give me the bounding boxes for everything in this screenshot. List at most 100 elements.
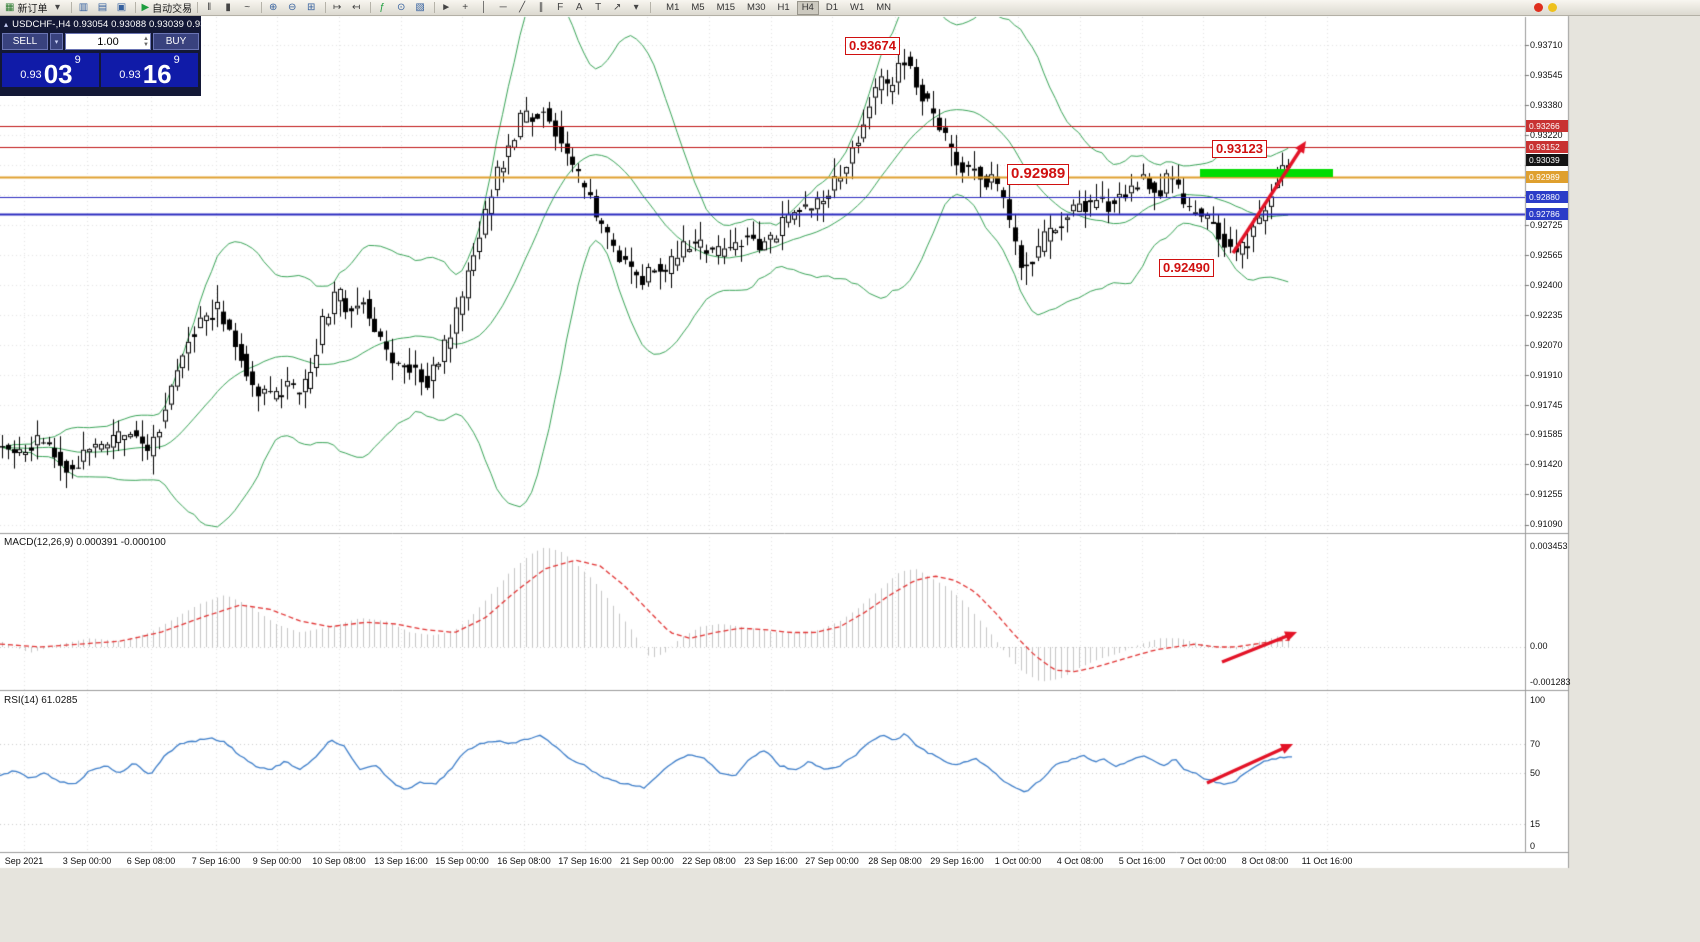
toolbar-button[interactable]: ▾ bbox=[628, 1, 647, 15]
sell-price-box[interactable]: 0.93 03 9 bbox=[2, 53, 99, 87]
toolbar-button[interactable]: ▾ bbox=[49, 1, 68, 15]
toolbar-buttons: ▦ 新订单 ▾ ▥ ▤ bbox=[3, 0, 654, 16]
toolbar-button[interactable]: ∥ bbox=[533, 1, 552, 15]
volume-dropdown-icon[interactable]: ▾ bbox=[50, 33, 63, 50]
one-click-trading-panel: ▴ USDCHF-,H4 0.93054 0.93088 0.93039 0.9… bbox=[0, 16, 222, 96]
toolbar-button[interactable]: ~ bbox=[239, 1, 258, 15]
toolbar: ▦ 新订单 ▾ ▥ ▤ bbox=[0, 0, 1700, 16]
toolbar-button-icon: ↤ bbox=[351, 1, 361, 13]
toolbar-button[interactable]: F bbox=[552, 1, 571, 15]
toolbar-button[interactable]: ƒ bbox=[374, 1, 393, 15]
timeframe-button[interactable]: H4 bbox=[796, 0, 819, 15]
toolbar-button[interactable] bbox=[71, 2, 73, 13]
toolbar-button-icon: F bbox=[557, 1, 564, 13]
toolbar-button-icon: ƒ bbox=[379, 1, 385, 13]
toolbar-button[interactable] bbox=[325, 2, 327, 13]
buy-price-box[interactable]: 0.93 16 9 bbox=[101, 53, 198, 87]
toolbar-button[interactable]: ↤ bbox=[348, 1, 367, 15]
toolbar-button[interactable]: ─ bbox=[495, 1, 514, 15]
toolbar-button-icon: ⊙ bbox=[396, 1, 406, 13]
toolbar-button-icon: │ bbox=[481, 1, 488, 13]
timeframe-bar: M1 M5 M15 M30 H1 H4 D1 W1 MN bbox=[660, 0, 897, 15]
timeframe-button[interactable]: M30 bbox=[742, 1, 770, 15]
toolbar-button[interactable]: A bbox=[571, 1, 590, 15]
buy-button[interactable]: BUY bbox=[153, 33, 199, 50]
toolbar-button-icon: ⊕ bbox=[268, 1, 278, 13]
toolbar-button[interactable] bbox=[650, 2, 652, 13]
toolbar-button[interactable] bbox=[197, 2, 199, 13]
timeframe-button[interactable]: D1 bbox=[821, 1, 843, 15]
buy-price-prefix: 0.93 bbox=[119, 69, 141, 81]
chart-ohlc-text: USDCHF-,H4 0.93054 0.93088 0.93039 0.930… bbox=[12, 19, 222, 30]
toolbar-button[interactable] bbox=[135, 2, 137, 13]
toolbar-button[interactable]: ► bbox=[438, 1, 457, 15]
toolbar-button-icon: ‖ bbox=[207, 1, 212, 13]
toolbar-button[interactable]: ⊕ bbox=[265, 1, 284, 15]
toolbar-button-icon: ▮ bbox=[225, 1, 231, 13]
toolbar-button[interactable]: ▤ bbox=[94, 1, 113, 15]
toolbar-button-icon: ∥ bbox=[538, 1, 544, 13]
timeframe-button[interactable]: MN bbox=[871, 1, 896, 15]
collapse-arrow-icon[interactable]: ▴ bbox=[4, 20, 9, 29]
toolbar-button[interactable]: ↦ bbox=[329, 1, 348, 15]
toolbar-status bbox=[1529, 3, 1557, 12]
toolbar-button[interactable]: T bbox=[590, 1, 609, 15]
toolbar-button-icon: ↗ bbox=[612, 1, 622, 13]
toolbar-button[interactable]: ▶ 自动交易 bbox=[139, 1, 194, 15]
timeframe-button[interactable]: W1 bbox=[845, 1, 869, 15]
toolbar-button[interactable]: ▥ bbox=[75, 1, 94, 15]
toolbar-button[interactable]: ⊙ bbox=[393, 1, 412, 15]
toolbar-button-icon: ▧ bbox=[415, 1, 425, 13]
toolbar-button[interactable]: ‖ bbox=[201, 1, 220, 15]
timeframe-button[interactable]: H1 bbox=[773, 1, 795, 15]
toolbar-button[interactable] bbox=[370, 2, 372, 13]
toolbar-button[interactable]: ⊖ bbox=[284, 1, 303, 15]
toolbar-button-icon: ▣ bbox=[116, 1, 127, 13]
toolbar-button-icon: ─ bbox=[499, 1, 507, 13]
toolbar-button-icon: ⊞ bbox=[306, 1, 316, 13]
sell-button[interactable]: SELL bbox=[2, 33, 48, 50]
toolbar-button-icon: ▾ bbox=[633, 1, 639, 13]
buy-price-sup: 9 bbox=[173, 54, 180, 66]
volume-value: 1.00 bbox=[97, 35, 119, 48]
toolbar-button-label: 新订单 bbox=[17, 4, 48, 15]
toolbar-button-icon: ↦ bbox=[332, 1, 342, 13]
toolbar-button[interactable]: ╱ bbox=[514, 1, 533, 15]
timeframe-button[interactable]: M1 bbox=[661, 1, 684, 15]
toolbar-button[interactable]: ▦ 新订单 bbox=[3, 1, 49, 15]
toolbar-button[interactable]: + bbox=[457, 1, 476, 15]
toolbar-button-icon: + bbox=[462, 1, 469, 13]
toolbar-button[interactable]: ▣ bbox=[113, 1, 132, 15]
toolbar-button[interactable]: ⊞ bbox=[303, 1, 322, 15]
toolbar-button-icon: ► bbox=[441, 1, 452, 13]
buy-price-big: 16 bbox=[142, 58, 172, 89]
toolbar-button-icon: ▾ bbox=[54, 1, 60, 13]
toolbar-button-icon: ▦ bbox=[5, 1, 15, 13]
volume-stepper[interactable]: ▲ ▼ bbox=[143, 35, 149, 48]
toolbar-button-icon: ⊖ bbox=[287, 1, 297, 13]
toolbar-button-icon: ╱ bbox=[519, 1, 526, 13]
toolbar-button[interactable] bbox=[434, 2, 436, 13]
toolbar-button-icon: ▶ bbox=[141, 1, 150, 13]
rsi-label: RSI(14) 61.0285 bbox=[4, 695, 78, 706]
volume-input[interactable]: 1.00 ▲ ▼ bbox=[65, 33, 151, 50]
toolbar-button-icon: ~ bbox=[244, 1, 251, 13]
macd-label: MACD(12,26,9) 0.000391 -0.000100 bbox=[4, 537, 166, 548]
timeframe-button[interactable]: M5 bbox=[686, 1, 709, 15]
status-dot-icon bbox=[1534, 3, 1543, 12]
toolbar-button[interactable]: ▧ bbox=[412, 1, 431, 15]
toolbar-button-icon: T bbox=[595, 1, 602, 13]
toolbar-button-icon: ▥ bbox=[78, 1, 89, 13]
toolbar-button-icon: A bbox=[575, 1, 583, 13]
toolbar-button[interactable]: ▮ bbox=[220, 1, 239, 15]
toolbar-button[interactable]: ↗ bbox=[609, 1, 628, 15]
chart-title: ▴ USDCHF-,H4 0.93054 0.93088 0.93039 0.9… bbox=[2, 17, 222, 33]
timeframe-button[interactable]: M15 bbox=[712, 1, 740, 15]
toolbar-button-label: 自动交易 bbox=[152, 4, 193, 15]
toolbar-button[interactable]: │ bbox=[476, 1, 495, 15]
status-dot-icon bbox=[1548, 3, 1557, 12]
toolbar-button-icon: ▤ bbox=[97, 1, 108, 13]
toolbar-button[interactable] bbox=[261, 2, 263, 13]
